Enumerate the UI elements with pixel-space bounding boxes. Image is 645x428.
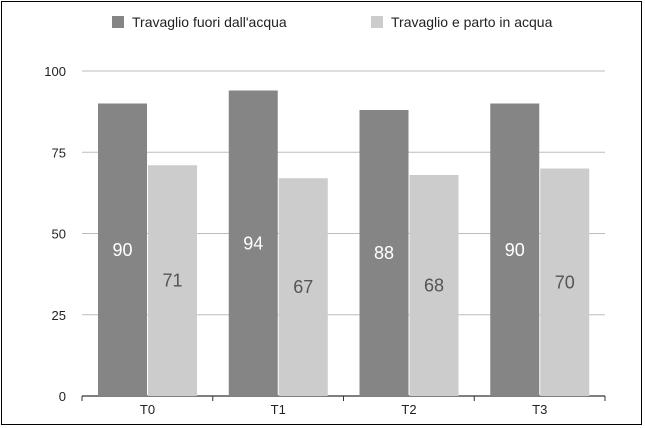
x-tick-label: T3 — [532, 402, 547, 417]
x-tick-label: T1 — [271, 402, 286, 417]
data-label: 68 — [424, 276, 444, 296]
bar — [540, 168, 590, 396]
y-tick-label: 25 — [52, 308, 66, 323]
data-label: 90 — [505, 240, 525, 260]
bar — [409, 175, 459, 396]
bar — [359, 110, 409, 396]
data-label: 71 — [162, 271, 182, 291]
legend-label: Travaglio fuori dall'acqua — [132, 14, 287, 30]
data-label: 94 — [243, 233, 263, 253]
data-label: 88 — [374, 243, 394, 263]
y-tick-label: 100 — [44, 64, 66, 79]
data-label: 67 — [293, 277, 313, 297]
y-tick-label: 0 — [59, 389, 66, 404]
x-tick-label: T2 — [401, 402, 416, 417]
legend-label: Travaglio e parto in acqua — [391, 14, 553, 30]
bar — [490, 103, 540, 396]
bar — [98, 103, 147, 396]
y-tick-label: 75 — [52, 145, 66, 160]
legend-swatch — [112, 16, 124, 28]
bar — [148, 165, 197, 396]
data-label: 70 — [555, 272, 575, 292]
y-tick-label: 50 — [52, 227, 66, 242]
data-label: 90 — [112, 240, 132, 260]
legend-swatch — [371, 16, 383, 28]
bar — [278, 178, 328, 396]
x-tick-label: T0 — [140, 402, 155, 417]
bar — [228, 90, 278, 396]
